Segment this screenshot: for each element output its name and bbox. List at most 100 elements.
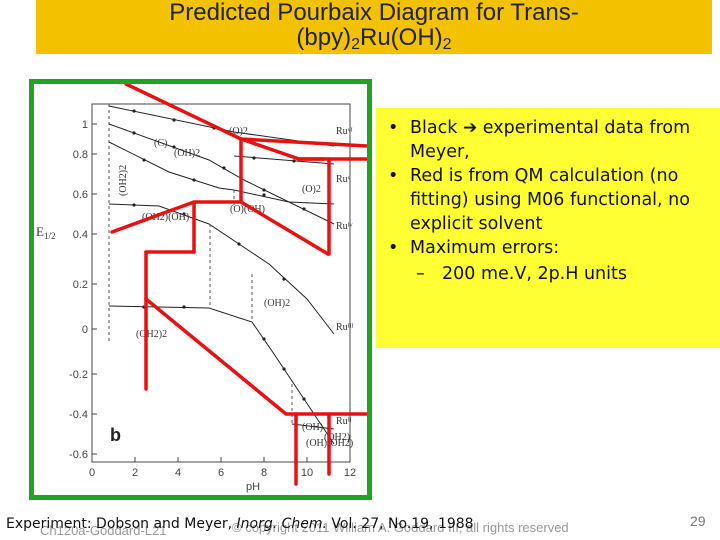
region-label: (O)(OH) xyxy=(230,204,265,215)
exp-point xyxy=(182,305,186,309)
x-tick-label: 6 xyxy=(218,467,224,479)
citation-journal: Inorg. Chem. xyxy=(236,516,327,532)
title-line-1: Predicted Pourbaix Diagram for Trans- xyxy=(169,0,579,26)
right-arrow-icon: ➔ xyxy=(462,118,478,138)
oxidation-label: Ruᴵᴵ xyxy=(336,416,352,427)
y-tick-marks xyxy=(92,123,97,455)
exp-point xyxy=(292,159,296,163)
bullet-icon: • xyxy=(388,238,399,258)
pourbaix-plot: 1 0.8 0.6 0.4 0.2 0 -0.2 -0.4 -0.6 E1/2 … xyxy=(36,84,367,493)
calc-line xyxy=(239,137,367,148)
page-number: 29 xyxy=(690,513,706,529)
footer-course: Ch120a-Goddard-L21 xyxy=(40,523,167,538)
calc-line xyxy=(239,200,330,256)
bullet-icon: • xyxy=(388,166,399,186)
region-label: (OH2)2 xyxy=(136,329,167,340)
note-sub-bullet: – 200 me.V, 2p.H units xyxy=(376,262,714,286)
region-label: (O)2 xyxy=(229,126,248,137)
x-tick-label: 2 xyxy=(132,467,138,479)
region-label: (OH)2 xyxy=(264,298,290,309)
citation-suffix: Vol. 27, No.19, 1988 xyxy=(326,516,474,532)
y-tick-label: -0.4 xyxy=(69,409,88,421)
exp-point xyxy=(172,118,176,122)
region-label: (OH2)2 xyxy=(118,165,129,196)
y-tick-label: 0.6 xyxy=(73,189,88,201)
notes-box: • Black ➔ experimental data from Meyer, … xyxy=(376,108,720,348)
slide-title: Predicted Pourbaix Diagram for Trans- (b… xyxy=(36,0,712,54)
y-axis-label: E1/2 xyxy=(36,224,55,241)
y-tick-label: 1 xyxy=(82,119,88,131)
x-tick-label: 4 xyxy=(175,467,181,479)
note-2-text: Red is from QM calculation (no fitting) … xyxy=(410,166,690,234)
title-ruoh: Ru(OH) xyxy=(360,24,443,51)
x-tick-label: 0 xyxy=(89,467,95,479)
citation-prefix: Experiment: Dobson and Meyer, xyxy=(6,516,237,532)
exp-point xyxy=(262,188,266,192)
region-label: (OH2)(OH) xyxy=(142,212,189,223)
exp-point xyxy=(182,212,186,216)
panel-label: b xyxy=(110,425,121,445)
exp-point xyxy=(282,277,286,281)
x-tick-label: 8 xyxy=(261,467,267,479)
bullet-icon: • xyxy=(388,118,399,138)
y-tick-label: -0.2 xyxy=(69,369,88,381)
x-tick-label: 10 xyxy=(301,467,313,479)
y-tick-label: -0.6 xyxy=(69,449,88,461)
x-tick-marks xyxy=(91,457,351,462)
exp-point xyxy=(142,158,146,162)
exp-point xyxy=(282,367,286,371)
y-tick-label: 0.2 xyxy=(73,279,88,291)
calc-line xyxy=(110,200,196,234)
note-3-text: Maximum errors: xyxy=(410,238,560,258)
footer-citation: Experiment: Dobson and Meyer, Inorg. Che… xyxy=(6,516,474,532)
exp-line xyxy=(108,105,335,147)
exp-line xyxy=(108,123,335,225)
calc-line xyxy=(124,84,243,204)
sub-note-text: 200 me.V, 2p.H units xyxy=(442,264,627,284)
experimental-lines xyxy=(108,105,335,445)
region-label: (OH)2 xyxy=(174,148,200,159)
exp-line xyxy=(291,423,335,430)
exp-point xyxy=(262,193,266,197)
oxidation-label: Ruᵛᴵ xyxy=(336,126,353,137)
footer-copyright: © copyright 2011 William A. Goddard III,… xyxy=(232,520,569,535)
note-bullet-2: • Red is from QM calculation (no fitting… xyxy=(376,164,714,236)
exp-point xyxy=(302,397,306,401)
exp-boundaries xyxy=(108,104,293,424)
oxidation-label: Ruᵛ xyxy=(336,174,351,185)
region-label: (C) xyxy=(154,138,167,149)
pourbaix-diagram: 1 0.8 0.6 0.4 0.2 0 -0.2 -0.4 -0.6 E1/2 … xyxy=(29,79,372,500)
title-sub-1: 2 xyxy=(351,36,360,53)
exp-point xyxy=(132,203,136,207)
dash-icon: – xyxy=(416,264,425,284)
y-tick-label: 0.8 xyxy=(73,149,88,161)
exp-line xyxy=(108,203,335,335)
exp-line xyxy=(233,189,335,205)
exp-point xyxy=(192,178,196,182)
exp-point xyxy=(132,109,136,113)
exp-point xyxy=(252,156,256,160)
title-bpy: (bpy) xyxy=(296,24,352,51)
title-sub-2: 2 xyxy=(442,36,452,53)
y-tick-label: 0.4 xyxy=(73,229,88,241)
exp-point xyxy=(132,131,136,135)
calculated-lines xyxy=(110,84,367,486)
exp-point xyxy=(302,207,306,211)
calc-line xyxy=(144,297,298,486)
note-1-suffix: experimental data from Meyer, xyxy=(410,118,691,162)
x-axis-label: pH xyxy=(246,481,260,493)
note-bullet-3: • Maximum errors: xyxy=(376,236,714,260)
exp-point xyxy=(222,166,226,170)
exp-point xyxy=(237,242,241,246)
y-tick-label: 0 xyxy=(82,324,88,336)
exp-line xyxy=(108,305,335,445)
exp-point xyxy=(262,337,266,341)
x-tick-label: 12 xyxy=(344,467,356,479)
region-label: (OH) xyxy=(302,422,323,433)
title-line-2: (bpy)2Ru(OH)2 xyxy=(36,24,712,53)
exp-line xyxy=(233,155,335,165)
oxidation-label: Ruᴵᵛ xyxy=(336,221,353,232)
exp-point xyxy=(172,145,176,149)
note-bullet-1: • Black ➔ experimental data from Meyer, xyxy=(376,116,714,164)
note-1-prefix: Black xyxy=(410,118,458,138)
